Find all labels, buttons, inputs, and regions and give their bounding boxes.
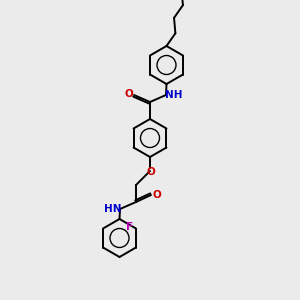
Text: HN: HN [104,205,121,214]
Text: O: O [146,167,155,177]
Text: O: O [153,190,161,200]
Text: F: F [126,223,134,232]
Text: NH: NH [165,89,182,100]
Text: O: O [124,89,133,99]
